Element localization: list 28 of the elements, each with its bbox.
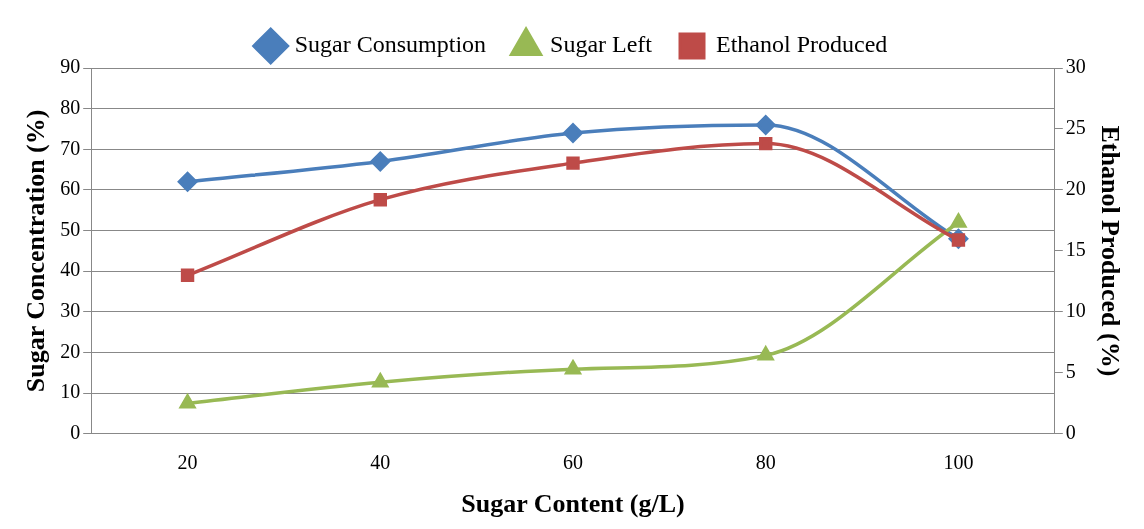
- x-tick-label: 40: [370, 451, 391, 474]
- legend-label: Ethanol Produced: [716, 31, 888, 58]
- y2-tick-label: 5: [1065, 360, 1076, 383]
- y-tick-label: 80: [60, 95, 81, 118]
- y2-tick-label: 0: [1065, 421, 1076, 444]
- y2-tick-label: 30: [1065, 55, 1086, 78]
- y2-tick-label: 10: [1065, 299, 1086, 322]
- y-tick-label: 10: [60, 380, 81, 403]
- x-tick-label: 20: [177, 451, 198, 474]
- y-tick-label: 70: [60, 136, 81, 159]
- y-tick-label: 20: [60, 339, 81, 362]
- y-tick-label: 60: [60, 177, 81, 200]
- y-tick-label: 0: [70, 421, 81, 444]
- legend-label: Sugar Consumption: [294, 31, 487, 58]
- x-tick-label: 60: [563, 451, 583, 474]
- legend-label: Sugar Left: [550, 31, 653, 58]
- y2-axis-title: Ethanol Produced (%): [1095, 125, 1125, 377]
- y2-tick-label: 15: [1065, 238, 1086, 261]
- x-axis-title: Sugar Content (g/L): [461, 489, 685, 519]
- y-tick-label: 90: [60, 55, 81, 78]
- y-axis-title: Sugar Concentration (%): [21, 109, 51, 393]
- y-tick-label: 30: [60, 299, 81, 322]
- x-tick-label: 100: [943, 451, 974, 474]
- y2-tick-label: 25: [1065, 116, 1086, 139]
- y2-tick-label: 20: [1065, 177, 1086, 200]
- y-tick-label: 40: [60, 258, 81, 281]
- x-tick-label: 80: [755, 451, 776, 474]
- y-tick-label: 50: [60, 217, 81, 240]
